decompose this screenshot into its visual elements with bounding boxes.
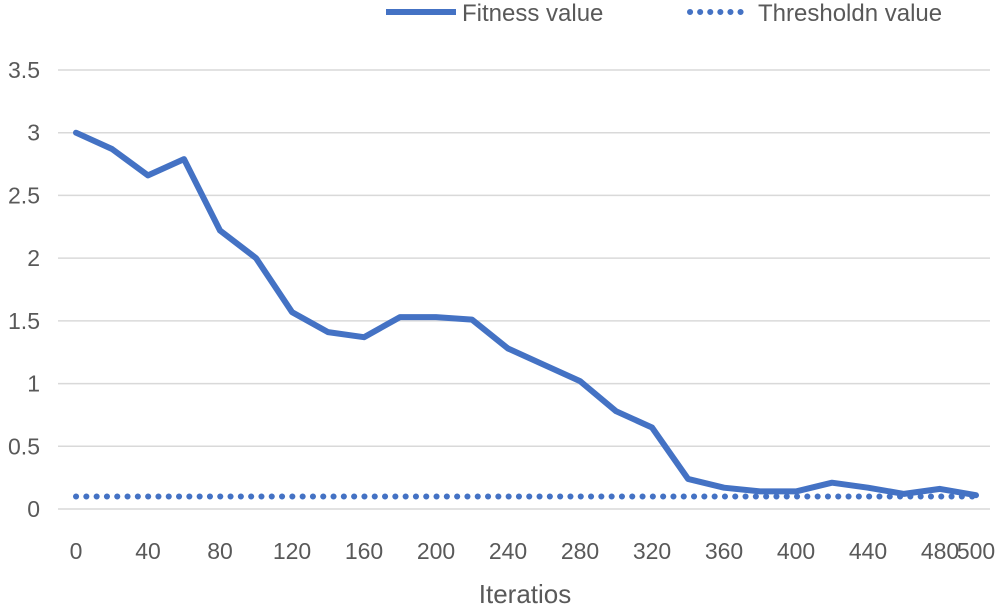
x-tick-label: 320 [633,538,671,564]
series-line-fitness [73,129,979,499]
x-tick-label: 240 [489,538,527,564]
x-tick-label: 200 [417,538,455,564]
x-tick-label: 480 [921,538,959,564]
y-tick-label: 1 [27,371,40,397]
x-tick-label: 160 [345,538,383,564]
x-tick-label: 40 [135,538,161,564]
x-tick-label: 360 [705,538,743,564]
x-tick-label: 500 [957,538,995,564]
legend-label-fitness: Fitness value [462,0,603,27]
x-tick-label: 0 [70,538,83,564]
gridlines [58,69,990,510]
legend-label-threshold: Thresholdn value [758,0,942,27]
x-tick-label: 120 [273,538,311,564]
y-tick-label: 2 [27,245,40,271]
y-tick-label: 1.5 [8,308,40,334]
x-axis-title: Iteratios [479,579,572,609]
y-tick-label: 0.5 [8,433,40,459]
x-tick-label: 80 [207,538,233,564]
y-tick-label: 3 [27,120,40,146]
legend: Fitness value Thresholdn value [386,0,942,27]
x-tick-label: 400 [777,538,815,564]
y-axis-ticks: 0 0.5 1 1.5 2 2.5 3 3.5 [8,57,40,522]
y-tick-label: 2.5 [8,182,40,208]
y-tick-label: 3.5 [8,57,40,83]
series-lines [73,129,979,500]
x-tick-label: 280 [561,538,599,564]
x-tick-label: 440 [849,538,887,564]
y-tick-label: 0 [27,496,40,522]
